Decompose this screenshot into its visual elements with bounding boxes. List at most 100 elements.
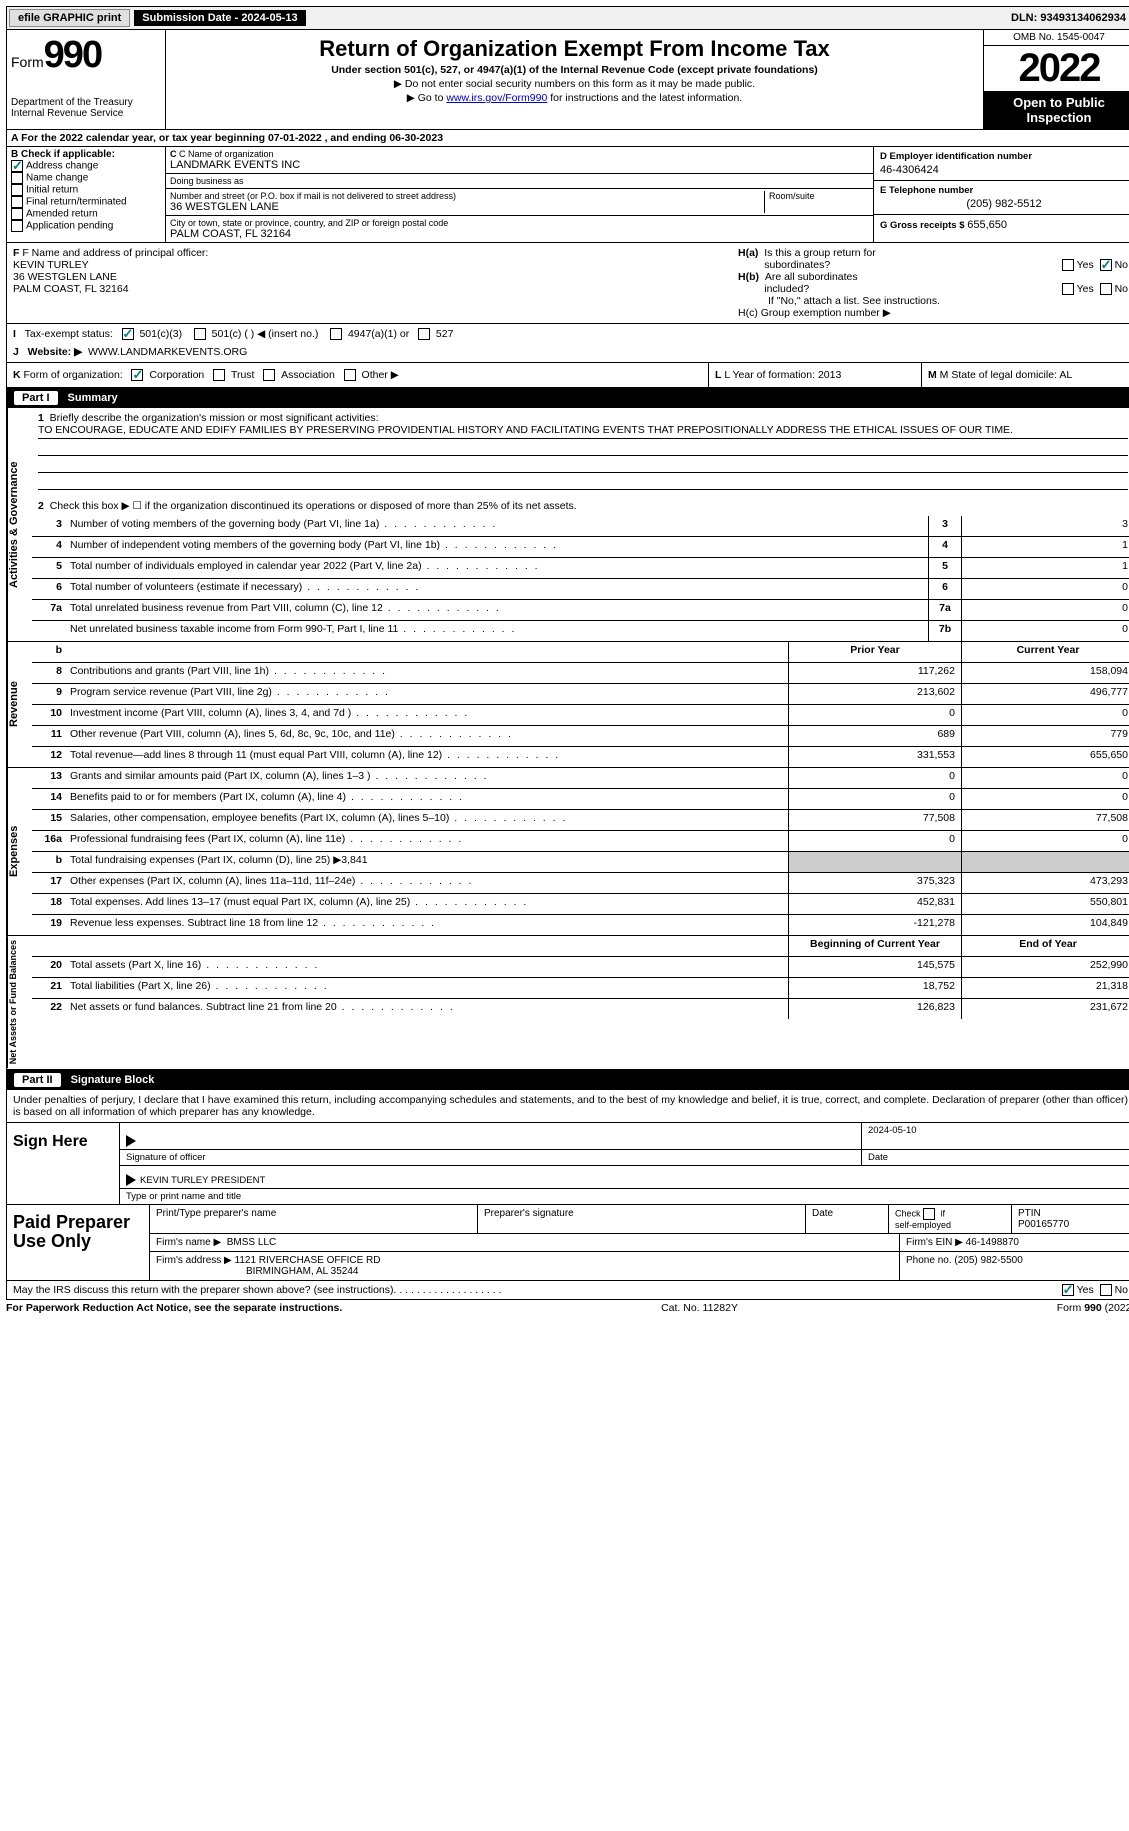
prior-year-header: Prior Year	[788, 642, 961, 662]
room-label: Room/suite	[769, 191, 869, 201]
vert-gov: Activities & Governance	[7, 408, 32, 641]
discuss-no-checkbox[interactable]	[1100, 1284, 1112, 1296]
revenue-header-row: b Prior Year Current Year	[32, 642, 1129, 663]
dept-treasury: Department of the Treasury	[11, 97, 161, 108]
page-footer: For Paperwork Reduction Act Notice, see …	[6, 1300, 1129, 1316]
state-domicile: M M State of legal domicile: AL	[921, 363, 1129, 387]
summary-line: 18Total expenses. Add lines 13–17 (must …	[32, 894, 1129, 915]
other-checkbox[interactable]	[344, 369, 356, 381]
officer-addr1: 36 WESTGLEN LANE	[13, 271, 726, 283]
section-bcd: B Check if applicable: Address changeNam…	[6, 147, 1129, 243]
part-1-title: Summary	[68, 392, 118, 404]
type-name-label: Type or print name and title	[119, 1189, 1129, 1204]
hb-yes-checkbox[interactable]	[1062, 283, 1074, 295]
summary-line: 8Contributions and grants (Part VIII, li…	[32, 663, 1129, 684]
ha-no-checkbox[interactable]	[1100, 259, 1112, 271]
omb-number: OMB No. 1545-0047	[984, 30, 1129, 46]
box-b-checkbox[interactable]	[11, 220, 23, 232]
summary-line: bTotal fundraising expenses (Part IX, co…	[32, 852, 1129, 873]
firm-ein-row: Firm's EIN ▶ 46-1498870	[899, 1234, 1129, 1251]
assoc-checkbox[interactable]	[263, 369, 275, 381]
discuss-yes-checkbox[interactable]	[1062, 1284, 1074, 1296]
netassets-section: Net Assets or Fund Balances Beginning of…	[6, 936, 1129, 1069]
ptin-cell: PTINP00165770	[1011, 1205, 1129, 1233]
summary-line: 7aTotal unrelated business revenue from …	[32, 600, 1129, 621]
self-employed-check: Check ifself-employed	[888, 1205, 1011, 1233]
summary-line: 14Benefits paid to or for members (Part …	[32, 789, 1129, 810]
end-year-header: End of Year	[961, 936, 1129, 956]
box-b-checkbox[interactable]	[11, 160, 23, 172]
section-fh: F F Name and address of principal office…	[6, 243, 1129, 324]
501c3-checkbox[interactable]	[122, 328, 134, 340]
527-checkbox[interactable]	[418, 328, 430, 340]
arrow-icon	[126, 1174, 136, 1186]
sign-here-label: Sign Here	[7, 1123, 119, 1204]
street-value: 36 WESTGLEN LANE	[170, 201, 760, 213]
summary-line: 11Other revenue (Part VIII, column (A), …	[32, 726, 1129, 747]
activities-governance-section: Activities & Governance 1 Briefly descri…	[6, 408, 1129, 642]
part-2-num: Part II	[14, 1073, 61, 1087]
4947-checkbox[interactable]	[330, 328, 342, 340]
efile-print-button[interactable]: efile GRAPHIC print	[9, 9, 130, 27]
form-page-ref: Form 990 (2022)	[1057, 1302, 1129, 1314]
form-number: 990	[44, 34, 101, 76]
website-row: J Website: ▶ WWW.LANDMARKEVENTS.ORG	[13, 346, 1127, 358]
part-2-title: Signature Block	[71, 1074, 155, 1086]
h-b-row: H(b) Are all subordinates included? Yes …	[738, 271, 1128, 295]
sign-date: 2024-05-10	[861, 1123, 1129, 1149]
hb-no-checkbox[interactable]	[1100, 283, 1112, 295]
box-b-item: Final return/terminated	[11, 196, 161, 208]
box-d: D Employer identification number 46-4306…	[873, 147, 1129, 242]
org-name: LANDMARK EVENTS INC	[170, 159, 869, 171]
box-c: C C Name of organization LANDMARK EVENTS…	[166, 147, 873, 242]
corp-checkbox[interactable]	[131, 369, 143, 381]
irs-gov-link[interactable]: www.irs.gov/Form990	[446, 92, 547, 104]
preparer-date-label: Date	[805, 1205, 888, 1233]
box-b-title: B Check if applicable:	[11, 149, 161, 160]
mission-text: TO ENCOURAGE, EDUCATE AND EDIFY FAMILIES…	[38, 424, 1128, 439]
summary-line: 6Total number of volunteers (estimate if…	[32, 579, 1129, 600]
paid-preparer-label: Paid Preparer Use Only	[7, 1205, 149, 1280]
phone-value: (205) 982-5512	[880, 198, 1128, 210]
street-label: Number and street (or P.O. box if mail i…	[170, 191, 760, 201]
box-b-checkbox[interactable]	[11, 196, 23, 208]
netassets-header-row: Beginning of Current Year End of Year	[32, 936, 1129, 957]
box-b-checkbox[interactable]	[11, 208, 23, 220]
gross-label: G Gross receipts $	[880, 220, 964, 231]
officer-printed-name: KEVIN TURLEY PRESIDENT	[140, 1175, 265, 1186]
paperwork-notice: For Paperwork Reduction Act Notice, see …	[6, 1302, 342, 1314]
expenses-section: Expenses 13Grants and similar amounts pa…	[6, 768, 1129, 936]
officer-label: F F Name and address of principal office…	[13, 247, 726, 259]
part-1-header: Part I Summary	[6, 388, 1129, 408]
h-a-row: H(a) Is this a group return for subordin…	[738, 247, 1128, 271]
box-b-item: Amended return	[11, 208, 161, 220]
firm-phone-row: Phone no. (205) 982-5500	[899, 1252, 1129, 1280]
summary-line: 5Total number of individuals employed in…	[32, 558, 1129, 579]
arrow-icon	[126, 1135, 136, 1147]
summary-line: 12Total revenue—add lines 8 through 11 (…	[32, 747, 1129, 767]
ha-yes-checkbox[interactable]	[1062, 259, 1074, 271]
summary-line: 16aProfessional fundraising fees (Part I…	[32, 831, 1129, 852]
website-value: WWW.LANDMARKEVENTS.ORG	[88, 346, 247, 358]
form-title: Return of Organization Exempt From Incom…	[174, 36, 975, 62]
summary-line: 22Net assets or fund balances. Subtract …	[32, 999, 1129, 1019]
preparer-name-label: Print/Type preparer's name	[149, 1205, 477, 1233]
summary-line: 10Investment income (Part VIII, column (…	[32, 705, 1129, 726]
submission-date: Submission Date - 2024-05-13	[134, 10, 305, 26]
form-label: Form	[11, 54, 44, 70]
discuss-row: May the IRS discuss this return with the…	[6, 1281, 1129, 1300]
dln-number: DLN: 93493134062934	[1011, 12, 1129, 24]
section-klm: K Form of organization: Corporation Trus…	[6, 363, 1129, 388]
form-subtitle: Under section 501(c), 527, or 4947(a)(1)…	[174, 64, 975, 76]
vert-net: Net Assets or Fund Balances	[7, 936, 32, 1068]
box-b-item: Name change	[11, 172, 161, 184]
trust-checkbox[interactable]	[213, 369, 225, 381]
preparer-sig-label: Preparer's signature	[477, 1205, 805, 1233]
gross-value: 655,650	[967, 219, 1007, 231]
perjury-statement: Under penalties of perjury, I declare th…	[6, 1090, 1129, 1123]
501c-checkbox[interactable]	[194, 328, 206, 340]
vert-exp: Expenses	[7, 768, 32, 935]
box-b-checkbox[interactable]	[11, 184, 23, 196]
mission-block: 1 Briefly describe the organization's mi…	[32, 408, 1129, 496]
box-b-checkbox[interactable]	[11, 172, 23, 184]
